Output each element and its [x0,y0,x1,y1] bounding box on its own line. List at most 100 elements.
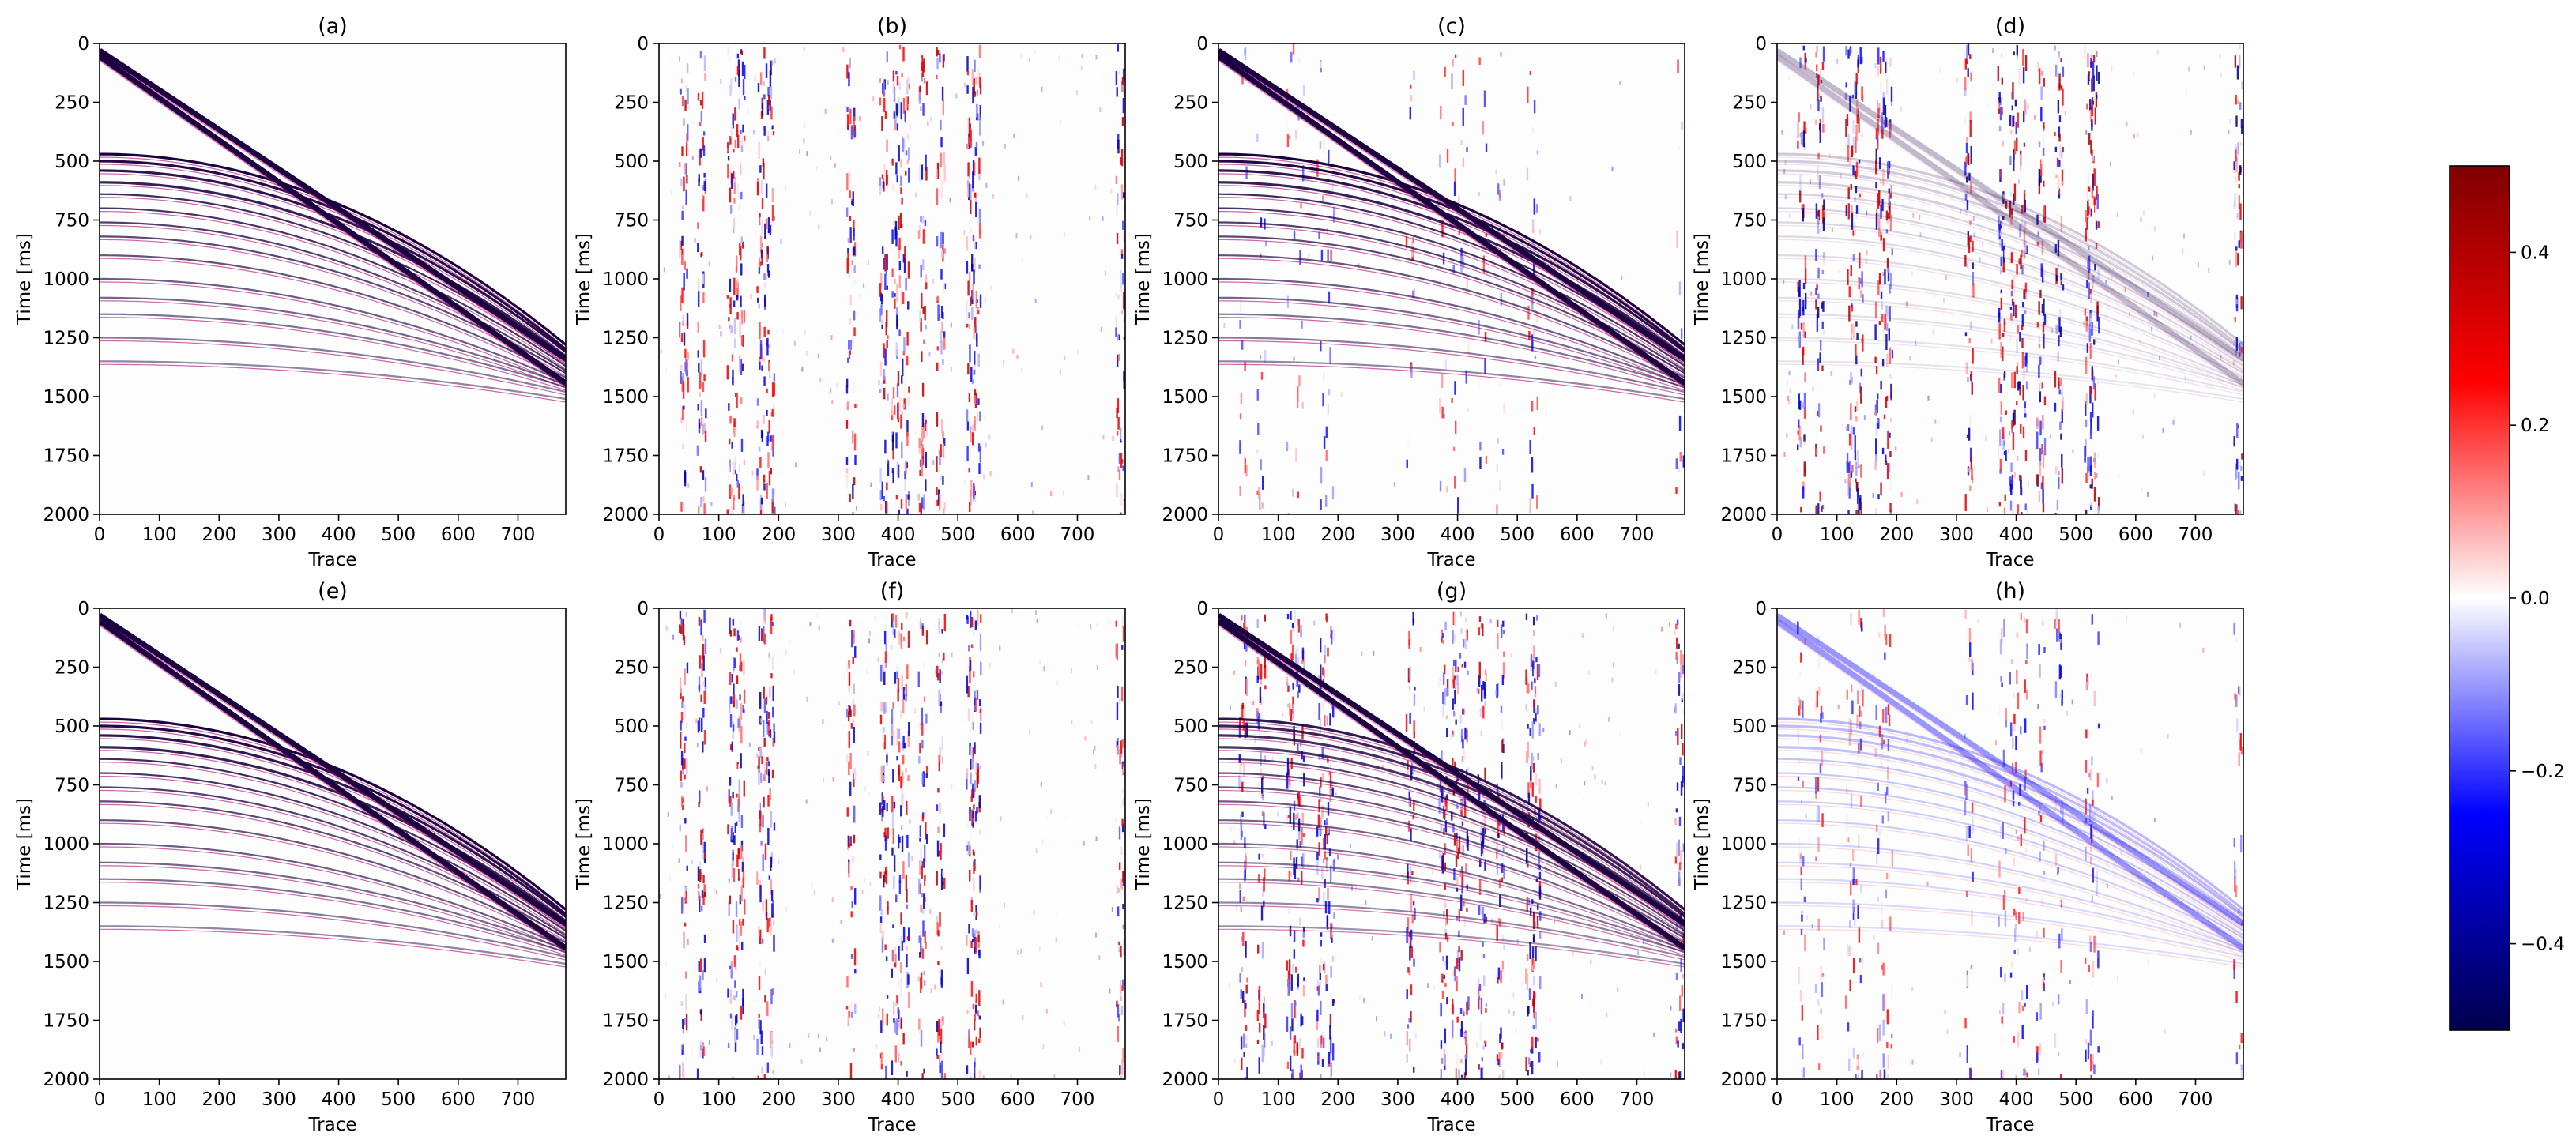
x-tick-label: 200 [1320,525,1355,545]
noise-streak [901,442,903,459]
noise-streak [2041,276,2044,283]
reflection-event [1218,360,1685,401]
noise-speckle [932,278,935,284]
noise-speckle [839,950,842,956]
noise-streak [881,115,883,131]
noise-streak [1413,694,1416,706]
noise-streak [1880,291,1883,299]
noise-speckle [2083,321,2085,326]
noise-speckle [1412,917,1414,923]
noise-streak [765,762,768,775]
noise-streak [739,894,742,905]
noise-streak [1972,240,1974,252]
noise-streak [1482,907,1485,920]
noise-streak [1966,262,1969,268]
noise-streak [760,128,763,136]
noise-streak [1497,967,1501,980]
noise-speckle [1233,1059,1236,1064]
noise-speckle [1030,926,1032,931]
noise-streak [1256,710,1259,724]
noise-streak [733,497,735,510]
noise-streak [1855,355,1858,365]
noise-streak [884,701,887,711]
noise-streak [1328,901,1331,914]
noise-streak [1320,1000,1322,1015]
noise-streak [1997,66,2000,81]
noise-streak [1479,442,1482,451]
noise-streak [764,769,766,777]
noise-streak [1678,643,1680,649]
noise-streak [2085,209,2087,223]
noise-speckle [1905,301,1908,307]
noise-streak [1677,906,1680,922]
noise-streak [967,841,970,856]
noise-streak [1325,974,1328,984]
noise-streak [1240,298,1242,313]
noise-streak [925,773,928,778]
noise-streak [967,686,970,698]
noise-streak [1680,664,1682,679]
noise-streak [733,683,735,694]
noise-streak [849,781,852,796]
x-tick-label: 300 [262,525,296,545]
noise-streak [1301,660,1304,664]
noise-speckle [1071,720,1073,725]
noise-speckle [814,890,816,896]
noise-streak [1245,984,1248,994]
noise-streak [1480,623,1483,629]
noise-streak [1798,400,1802,410]
reflection-event [100,221,566,372]
noise-streak [1674,856,1678,864]
noise-streak [2239,462,2242,468]
noise-streak [1964,47,1967,56]
noise-streak [882,796,884,803]
noise-streak [1243,1033,1245,1048]
noise-speckle [853,280,856,285]
noise-streak [941,322,943,333]
noise-streak [770,86,773,100]
reflection-event-lobe [1218,317,1685,391]
noise-streak [766,337,769,356]
noise-streak [937,1030,940,1043]
noise-streak [2013,275,2016,280]
noise-streak [938,850,940,857]
x-tick-label: 200 [761,525,796,545]
noise-streak [2023,250,2026,259]
noise-speckle [1836,58,1839,64]
noise-speckle [1916,499,1919,505]
noise-streak [1887,431,1889,450]
noise-speckle [2033,115,2036,120]
noise-streak [979,709,982,713]
noise-streak [703,841,706,853]
noise-speckle [686,454,688,460]
noise-streak [1456,1054,1459,1071]
noise-streak [1322,393,1324,407]
noise-streak [1300,1064,1302,1079]
noise-speckle [1045,1008,1048,1014]
noise-streak [1245,941,1247,958]
noise-speckle [2017,179,2020,185]
noise-streak [1410,1011,1412,1023]
noise-speckle [710,502,713,507]
noise-streak [687,88,689,105]
noise-streak [1244,860,1247,879]
noise-speckle [1058,55,1060,61]
noise-streak [894,298,896,309]
noise-streak [1320,340,1322,352]
noise-streak [2010,483,2013,496]
noise-streak [1676,782,1679,791]
noise-streak [895,70,898,75]
noise-streak [1533,1006,1535,1019]
noise-speckle [1033,910,1035,916]
noise-speckle [2132,409,2134,415]
noise-streak [974,929,976,942]
noise-streak [757,765,759,769]
noise-streak [696,445,699,456]
reflection-event [1218,313,1685,389]
reflection-event [100,878,566,954]
noise-streak [939,747,941,762]
noise-speckle [2057,412,2059,417]
noise-streak [898,728,901,740]
noise-streak [703,958,706,973]
noise-streak [896,175,898,183]
